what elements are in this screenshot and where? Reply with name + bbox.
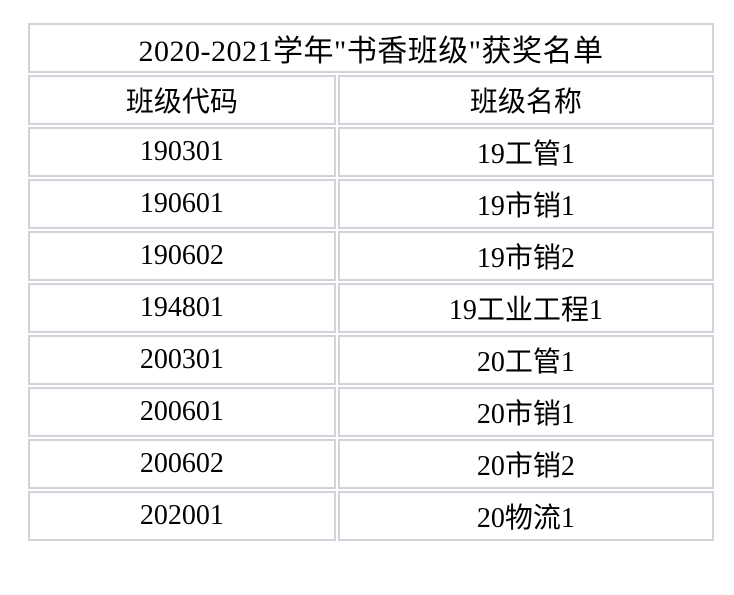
class-name-cell: 19市销2 — [337, 231, 714, 281]
class-code-cell: 190602 — [28, 231, 336, 281]
class-code-cell: 202001 — [28, 491, 336, 541]
class-name-cell: 20物流1 — [337, 491, 714, 541]
title-row: 2020-2021学年"书香班级"获奖名单 — [28, 23, 714, 73]
table-row: 194801 19工业工程1 — [28, 283, 714, 333]
table-row: 200602 20市销2 — [28, 439, 714, 489]
table-title: 2020-2021学年"书香班级"获奖名单 — [28, 23, 714, 73]
table-row: 190602 19市销2 — [28, 231, 714, 281]
class-name-cell: 19市销1 — [337, 179, 714, 229]
table-row: 200301 20工管1 — [28, 335, 714, 385]
class-name-cell: 19工业工程1 — [337, 283, 714, 333]
class-code-cell: 200601 — [28, 387, 336, 437]
class-code-cell: 200301 — [28, 335, 336, 385]
table-row: 190601 19市销1 — [28, 179, 714, 229]
class-name-cell: 20市销2 — [337, 439, 714, 489]
table-row: 190301 19工管1 — [28, 127, 714, 177]
class-code-cell: 194801 — [28, 283, 336, 333]
column-header-class-name: 班级名称 — [337, 75, 714, 125]
column-header-class-code: 班级代码 — [28, 75, 336, 125]
table-row: 200601 20市销1 — [28, 387, 714, 437]
table-row: 202001 20物流1 — [28, 491, 714, 541]
class-code-cell: 190301 — [28, 127, 336, 177]
class-name-cell: 20市销1 — [337, 387, 714, 437]
class-name-cell: 19工管1 — [337, 127, 714, 177]
header-row: 班级代码 班级名称 — [28, 75, 714, 125]
awards-table: 2020-2021学年"书香班级"获奖名单 班级代码 班级名称 190301 1… — [26, 21, 716, 543]
class-code-cell: 200602 — [28, 439, 336, 489]
class-name-cell: 20工管1 — [337, 335, 714, 385]
class-code-cell: 190601 — [28, 179, 336, 229]
